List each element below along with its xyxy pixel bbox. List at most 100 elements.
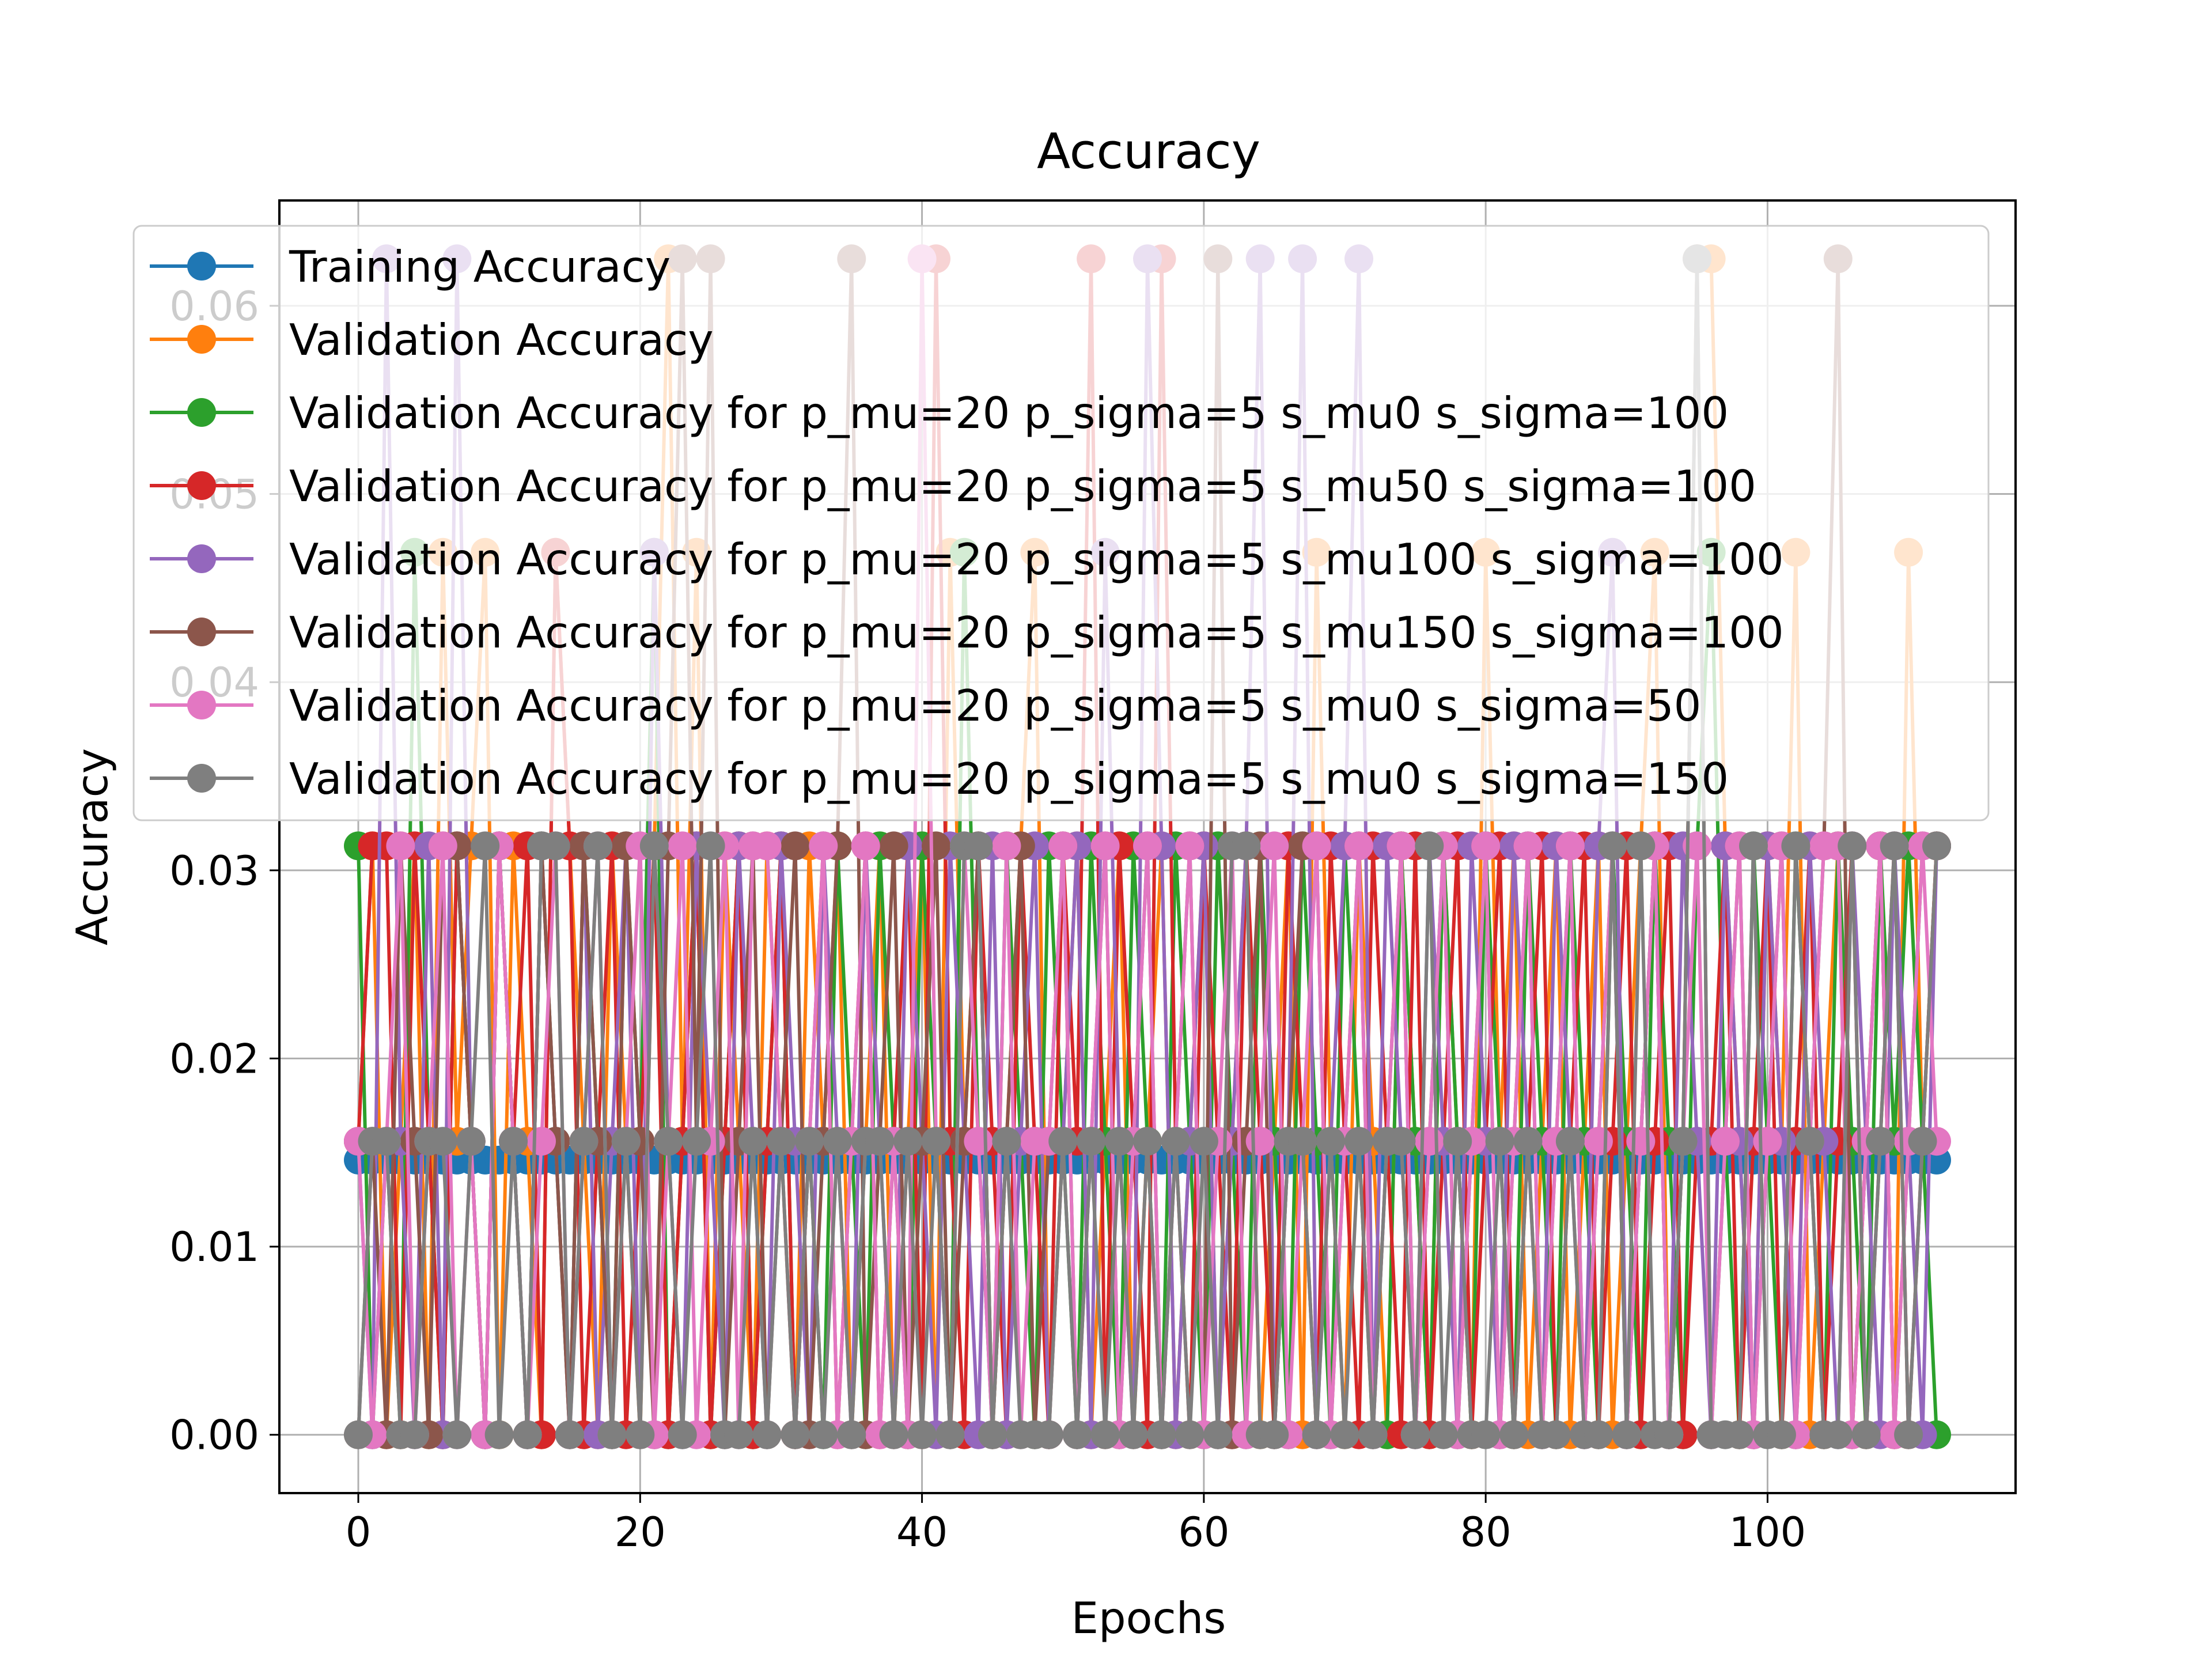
- legend-marker: [187, 764, 216, 793]
- data-point: [654, 1127, 683, 1156]
- data-point: [541, 831, 570, 861]
- data-point: [781, 1420, 810, 1449]
- data-point: [1866, 1127, 1895, 1156]
- x-tick-label: 0: [346, 1509, 372, 1556]
- legend-item: Validation Accuracy for p_mu=20 p_sigma=…: [150, 388, 1729, 438]
- data-point: [1767, 1420, 1796, 1449]
- data-point: [1175, 831, 1205, 861]
- data-point: [696, 831, 725, 861]
- data-point: [1753, 1127, 1782, 1156]
- data-point: [1232, 831, 1261, 861]
- data-point: [1048, 831, 1078, 861]
- data-point: [809, 1420, 838, 1449]
- y-tick-label: 0.01: [169, 1224, 259, 1271]
- data-point: [781, 831, 810, 861]
- data-point: [1612, 1420, 1641, 1449]
- data-point: [865, 1127, 895, 1156]
- legend-label: Validation Accuracy for p_mu=20 p_sigma=…: [289, 461, 1756, 512]
- data-point: [1626, 831, 1656, 861]
- data-point: [1668, 1127, 1698, 1156]
- data-point: [499, 1127, 528, 1156]
- data-point: [1908, 1127, 1937, 1156]
- data-point: [1387, 831, 1416, 861]
- legend-label: Training Accuracy: [289, 241, 671, 292]
- data-point: [569, 1127, 599, 1156]
- data-point: [428, 1127, 457, 1156]
- data-point: [935, 1420, 965, 1449]
- legend-marker: [187, 691, 216, 719]
- data-point: [1429, 1420, 1458, 1449]
- data-point: [611, 1127, 641, 1156]
- data-point: [1415, 831, 1444, 861]
- data-point: [1288, 1127, 1317, 1156]
- y-tick-label: 0.00: [169, 1412, 259, 1459]
- data-point: [639, 831, 669, 861]
- data-point: [752, 1420, 782, 1449]
- data-point: [1344, 1127, 1373, 1156]
- data-point: [1471, 1420, 1501, 1449]
- data-point: [471, 831, 500, 861]
- data-point: [823, 1127, 852, 1156]
- chart-title: Accuracy: [1037, 123, 1260, 180]
- data-point: [1358, 1420, 1388, 1449]
- data-point: [1400, 1420, 1430, 1449]
- data-point: [752, 831, 782, 861]
- data-point: [992, 1127, 1021, 1156]
- data-point: [1880, 831, 1909, 861]
- data-point: [1851, 1420, 1881, 1449]
- data-point: [1090, 1420, 1120, 1449]
- data-point: [879, 1420, 908, 1449]
- data-point: [978, 1420, 1007, 1449]
- legend-item: Validation Accuracy for p_mu=20 p_sigma=…: [150, 534, 1784, 585]
- data-point: [597, 1420, 627, 1449]
- legend-marker: [187, 544, 216, 573]
- data-point: [1175, 1420, 1205, 1449]
- data-point: [1541, 1420, 1571, 1449]
- data-point: [1048, 1127, 1078, 1156]
- series-8: [344, 244, 1951, 1449]
- legend-label: Validation Accuracy for p_mu=20 p_sigma=…: [289, 680, 1701, 731]
- data-point: [1119, 1420, 1148, 1449]
- data-point: [893, 1127, 923, 1156]
- x-tick-label: 20: [615, 1509, 666, 1556]
- data-point: [527, 1127, 556, 1156]
- data-point: [583, 831, 612, 861]
- data-point: [1062, 1420, 1092, 1449]
- legend-item: Validation Accuracy for p_mu=20 p_sigma=…: [150, 461, 1756, 512]
- data-point: [668, 1420, 697, 1449]
- data-point: [1823, 1420, 1853, 1449]
- data-point: [1922, 831, 1951, 861]
- legend-marker: [187, 325, 216, 354]
- data-point: [1302, 831, 1331, 861]
- data-point: [1260, 831, 1289, 861]
- data-point: [1203, 1420, 1233, 1449]
- data-point: [1654, 1420, 1684, 1449]
- data-point: [766, 1127, 796, 1156]
- data-point: [1513, 831, 1543, 861]
- legend-marker: [187, 398, 216, 427]
- legend-label: Validation Accuracy for p_mu=20 p_sigma=…: [289, 388, 1729, 438]
- data-point: [513, 1420, 542, 1449]
- data-point: [1415, 1127, 1444, 1156]
- data-point: [1584, 1420, 1613, 1449]
- data-point: [1090, 831, 1120, 861]
- data-point: [1147, 1420, 1176, 1449]
- data-point: [1795, 1127, 1824, 1156]
- legend-marker: [187, 471, 216, 500]
- legend-box: [132, 225, 1990, 821]
- data-point: [386, 831, 415, 861]
- data-point: [372, 1127, 401, 1156]
- legend-label: Validation Accuracy: [289, 315, 714, 365]
- plot-frame: [278, 199, 2017, 1494]
- legend-label: Validation Accuracy for p_mu=20 p_sigma=…: [289, 534, 1784, 585]
- data-point: [1485, 1127, 1514, 1156]
- data-point: [837, 1420, 866, 1449]
- y-tick-label: 0.02: [169, 1035, 259, 1082]
- data-point: [1034, 1420, 1063, 1449]
- plot-series: [344, 244, 1951, 1449]
- data-point: [1387, 1127, 1416, 1156]
- data-point: [1245, 1127, 1275, 1156]
- x-tick-label: 100: [1729, 1509, 1806, 1556]
- legend: Training Accuracy Validation Accuracy Vali…: [132, 225, 1990, 821]
- data-point: [1471, 831, 1501, 861]
